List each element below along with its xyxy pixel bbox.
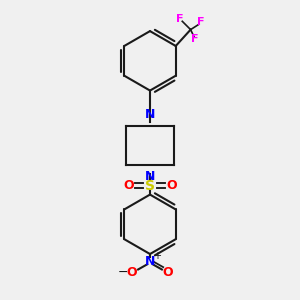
Text: N: N <box>145 255 155 268</box>
Text: +: + <box>152 251 160 261</box>
Text: O: O <box>127 266 137 279</box>
Text: F: F <box>176 14 184 24</box>
Text: F: F <box>197 17 205 27</box>
Text: S: S <box>145 179 155 193</box>
Text: −: − <box>117 266 128 279</box>
Text: O: O <box>163 266 173 279</box>
Text: N: N <box>145 108 155 121</box>
Text: O: O <box>166 179 177 192</box>
Text: N: N <box>145 170 155 183</box>
Text: O: O <box>123 179 134 192</box>
Text: F: F <box>191 34 199 44</box>
